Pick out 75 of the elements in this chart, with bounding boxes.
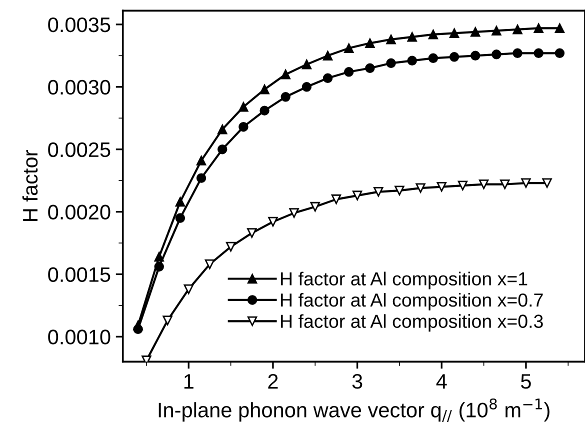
point: [512, 48, 522, 58]
point: [554, 48, 565, 58]
x-tick-label: 4: [436, 374, 447, 389]
point: [226, 242, 236, 252]
point: [386, 34, 396, 44]
point: [196, 173, 206, 183]
point: [175, 213, 186, 223]
point: [344, 67, 354, 77]
y-tick-label: 0.0015: [48, 267, 110, 282]
point: [521, 178, 531, 188]
point: [407, 32, 417, 42]
point: [260, 84, 270, 94]
point: [449, 52, 460, 62]
point: [289, 208, 299, 218]
point: [154, 252, 164, 262]
point: [365, 63, 375, 74]
y-tick-label: 0.0025: [48, 142, 110, 158]
point: [436, 182, 446, 192]
legend-label: H factor at Al composition x=0.3: [281, 314, 543, 332]
point: [310, 202, 320, 212]
point: [133, 320, 143, 330]
point: [238, 122, 248, 132]
point: [344, 43, 354, 54]
point: [386, 58, 396, 68]
point: [204, 259, 215, 270]
point: [407, 56, 417, 66]
x-tick-label: 1: [184, 374, 194, 389]
point: [428, 53, 438, 64]
y-tick-label: 0.0020: [48, 204, 110, 220]
point: [500, 179, 510, 190]
point: [280, 70, 290, 80]
y-tick-label: 0.0010: [48, 330, 110, 344]
point: [218, 124, 228, 134]
point: [302, 60, 312, 70]
point: [470, 27, 480, 37]
y-tick-label: 0.0035: [48, 17, 110, 32]
legend-label: H factor at Al composition x=0.7: [281, 292, 543, 310]
point: [542, 178, 552, 188]
point: [238, 102, 248, 112]
point: [428, 30, 438, 40]
point: [458, 180, 468, 190]
point: [218, 144, 228, 154]
point: [416, 183, 426, 193]
point: [554, 23, 565, 34]
point: [478, 179, 489, 190]
point: [247, 228, 257, 238]
point: [162, 316, 172, 326]
point: [175, 196, 186, 207]
point: [268, 216, 278, 227]
point: [352, 190, 362, 200]
y-axis-title: H factor: [22, 150, 38, 221]
point: [470, 50, 480, 61]
x-tick-label: 5: [521, 374, 531, 389]
x-tick-label: 3: [352, 374, 362, 389]
point: [534, 23, 544, 34]
y-tick-label: 0.0030: [48, 80, 110, 95]
point: [365, 38, 375, 48]
point: [374, 186, 384, 197]
point: [394, 186, 404, 196]
point: [184, 284, 194, 294]
point: [492, 26, 502, 36]
point: [492, 50, 502, 60]
point: [260, 106, 270, 116]
point: [196, 156, 206, 166]
point: [512, 24, 522, 34]
legend-label: H factor at Al composition x=1: [281, 272, 528, 290]
point: [534, 48, 544, 58]
x-tick-label: 2: [268, 374, 278, 389]
point: [322, 50, 333, 61]
point: [322, 73, 333, 84]
point: [302, 82, 312, 92]
point: [449, 28, 460, 38]
point: [280, 92, 290, 102]
x-axis-title: In-plane phonon wave vector q$_{//}$ (10$^{8}$ m$^{−1}$): [158, 398, 550, 422]
point: [331, 194, 342, 204]
